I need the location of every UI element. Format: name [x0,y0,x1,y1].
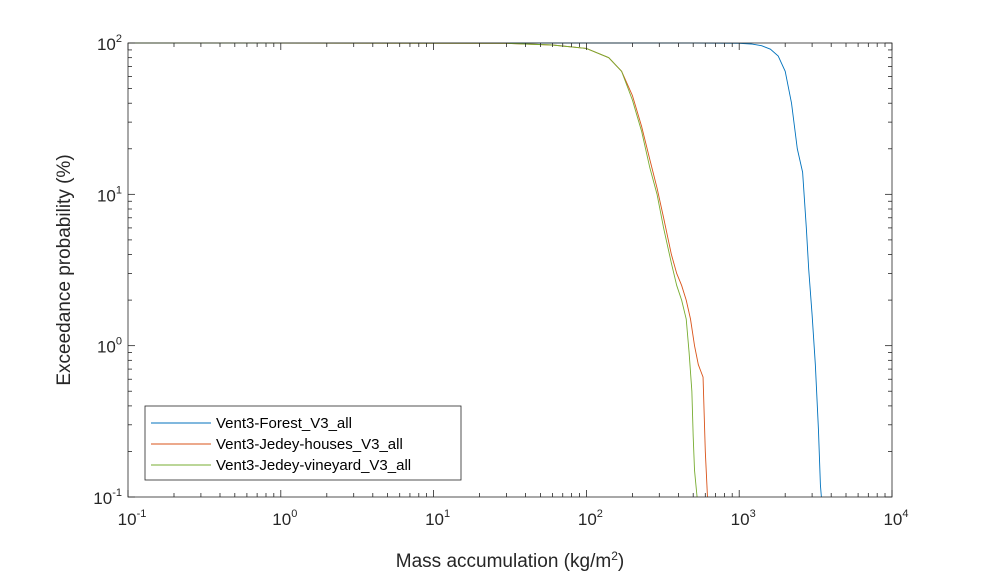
legend: Vent3-Forest_V3_all Vent3-Jedey-houses_V3… [144,405,462,481]
legend-box [144,405,462,481]
x-tick-label: 100 [272,508,297,529]
y-tick-label: 100 [97,336,122,357]
x-tick-label: 10-1 [118,508,147,529]
x-tick-label: 103 [731,508,756,529]
y-axis-label: Exceedance probability (%) [54,154,75,385]
y-tick-label: 10-1 [93,487,122,508]
x-tick-label: 104 [883,508,908,529]
y-tick-label: 101 [97,184,122,205]
legend-label-3: Vent3-Jedey-vineyard_V3_all [216,457,411,474]
y-tick-label: 102 [97,33,122,54]
x-tick-label: 101 [425,508,450,529]
series-line-3 [127,42,698,498]
legend-label-2: Vent3-Jedey-houses_V3_all [216,436,403,453]
x-tick-label: 102 [578,508,603,529]
ticks-layer: 10-1 100 101 102 103 104 10-1 100 101 102 [93,33,908,529]
legend-label-1: Vent3-Forest_V3_all [216,415,352,432]
plot-frame [127,42,893,498]
x-axis-label: Mass accumulation (kg/m2) [396,549,624,572]
